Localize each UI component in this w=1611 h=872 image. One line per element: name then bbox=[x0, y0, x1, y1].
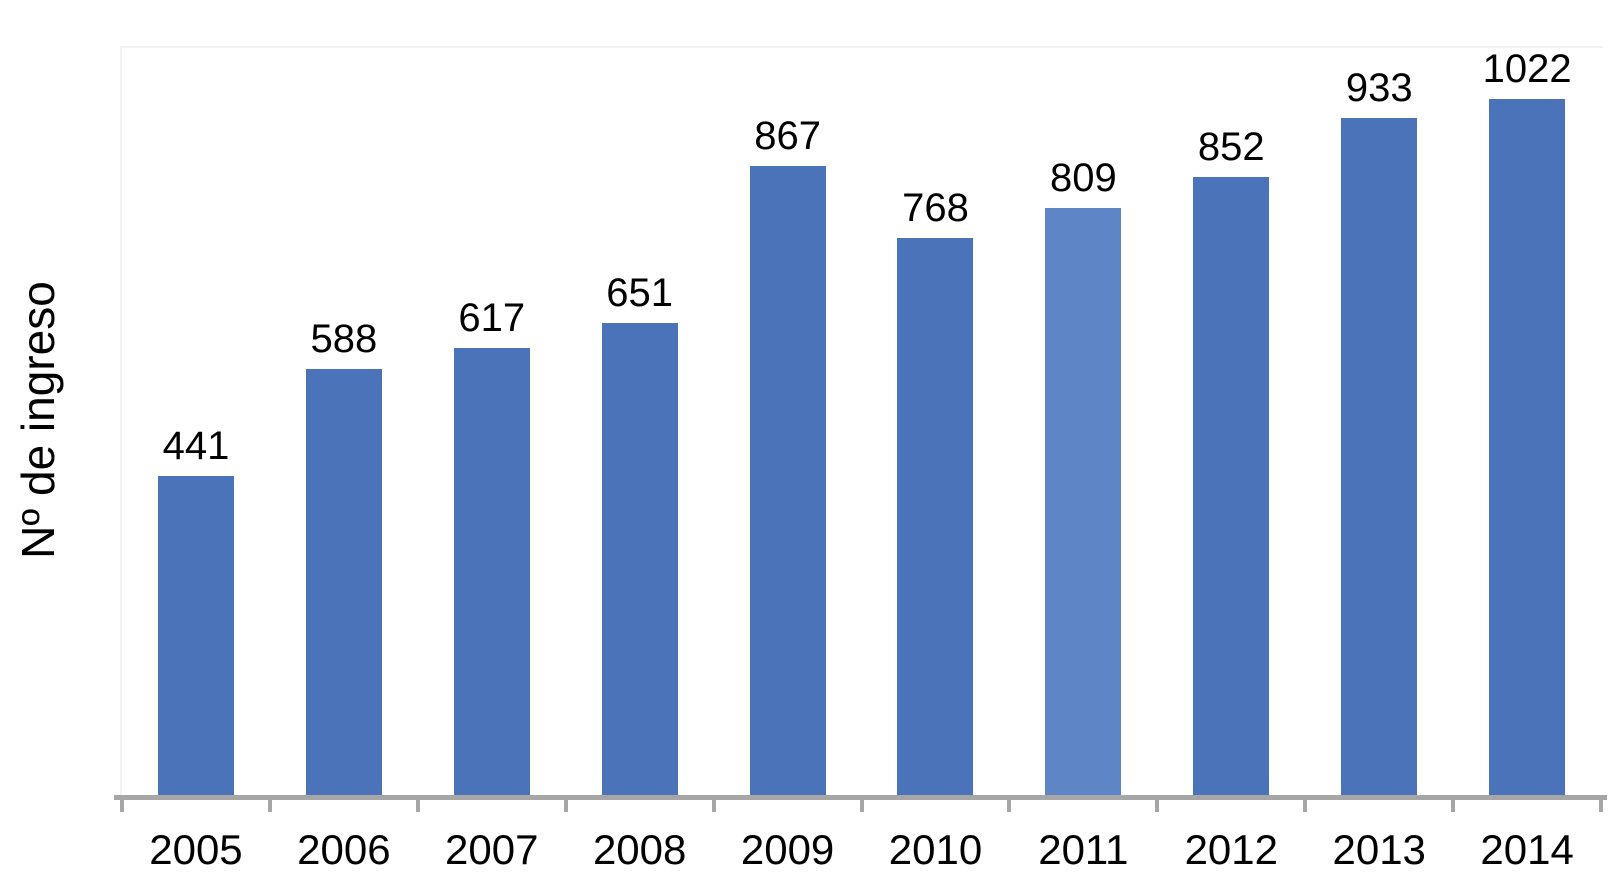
x-axis-tick bbox=[1451, 798, 1456, 812]
bar-cell-2009: 867 bbox=[714, 48, 862, 796]
x-axis-label-2008: 2008 bbox=[592, 826, 687, 872]
bar-value-label-2013: 933 bbox=[1345, 66, 1413, 110]
bar-cell-2011: 809 bbox=[1009, 48, 1157, 796]
x-axis-line bbox=[114, 795, 1607, 800]
x-axis-label-2009: 2009 bbox=[740, 826, 835, 872]
bar-2007 bbox=[453, 348, 530, 796]
bar-value-label-2008: 651 bbox=[606, 271, 674, 315]
bar-value-label-2011: 809 bbox=[1050, 156, 1117, 200]
bar-cell-2008: 651 bbox=[566, 48, 714, 796]
bar-cell-2010: 768 bbox=[862, 48, 1010, 796]
x-axis-label-2012: 2012 bbox=[1184, 826, 1279, 872]
x-axis-tick bbox=[415, 798, 420, 812]
bar-2014 bbox=[1489, 99, 1566, 796]
x-axis-label-2013: 2013 bbox=[1332, 826, 1426, 872]
plot-area: 441 588 617 651 867 768 809 852 933 1022 bbox=[120, 46, 1603, 796]
x-axis-label-2006: 2006 bbox=[297, 826, 391, 872]
x-axis-tick bbox=[120, 798, 124, 812]
bar-cell-2005: 441 bbox=[122, 48, 270, 796]
x-axis-label-2010: 2010 bbox=[888, 826, 983, 872]
x-axis-tick bbox=[859, 798, 864, 812]
bar-value-label-2005: 441 bbox=[162, 424, 230, 468]
x-axis-tick bbox=[563, 798, 568, 812]
bar-value-label-2010: 768 bbox=[902, 186, 969, 230]
x-axis-label-2011: 2011 bbox=[1038, 826, 1129, 872]
x-axis-label-2014: 2014 bbox=[1480, 826, 1574, 872]
y-axis-title: Nº de ingreso bbox=[12, 281, 64, 559]
bar-2005 bbox=[157, 476, 234, 796]
bar-2010 bbox=[897, 238, 974, 796]
x-axis-tick bbox=[711, 798, 716, 812]
x-axis-tick bbox=[1007, 798, 1012, 812]
bar-2013 bbox=[1341, 118, 1418, 796]
x-axis-tick bbox=[267, 798, 272, 812]
bar-value-label-2012: 852 bbox=[1197, 125, 1265, 169]
bar-value-label-2009: 867 bbox=[754, 114, 821, 158]
bar-2006 bbox=[305, 369, 382, 796]
bar-2012 bbox=[1193, 177, 1270, 796]
bar-cell-2014: 1022 bbox=[1453, 48, 1601, 796]
bar-value-label-2014: 1022 bbox=[1482, 47, 1572, 91]
bar-cell-2007: 617 bbox=[418, 48, 566, 796]
x-axis-tick bbox=[1599, 798, 1603, 812]
bar-cell-2006: 588 bbox=[270, 48, 418, 796]
bars-row: 441 588 617 651 867 768 809 852 933 1022 bbox=[122, 48, 1601, 796]
x-axis-tick bbox=[1303, 798, 1308, 812]
bar-2011 bbox=[1045, 208, 1122, 796]
bar-value-label-2007: 617 bbox=[458, 296, 526, 340]
bar-cell-2013: 933 bbox=[1305, 48, 1453, 796]
bar-cell-2012: 852 bbox=[1157, 48, 1305, 796]
bar-2008 bbox=[601, 323, 678, 796]
x-axis-tick bbox=[1155, 798, 1160, 812]
bar-value-label-2006: 588 bbox=[310, 317, 378, 361]
x-axis-label-2005: 2005 bbox=[149, 826, 243, 872]
x-axis-label-2007: 2007 bbox=[445, 826, 539, 872]
x-axis-labels: 2005 2006 2007 2008 2009 2010 2011 2012 2013 2014 bbox=[122, 822, 1601, 872]
x-axis-ticks bbox=[120, 798, 1603, 812]
bar-2009 bbox=[749, 166, 826, 796]
